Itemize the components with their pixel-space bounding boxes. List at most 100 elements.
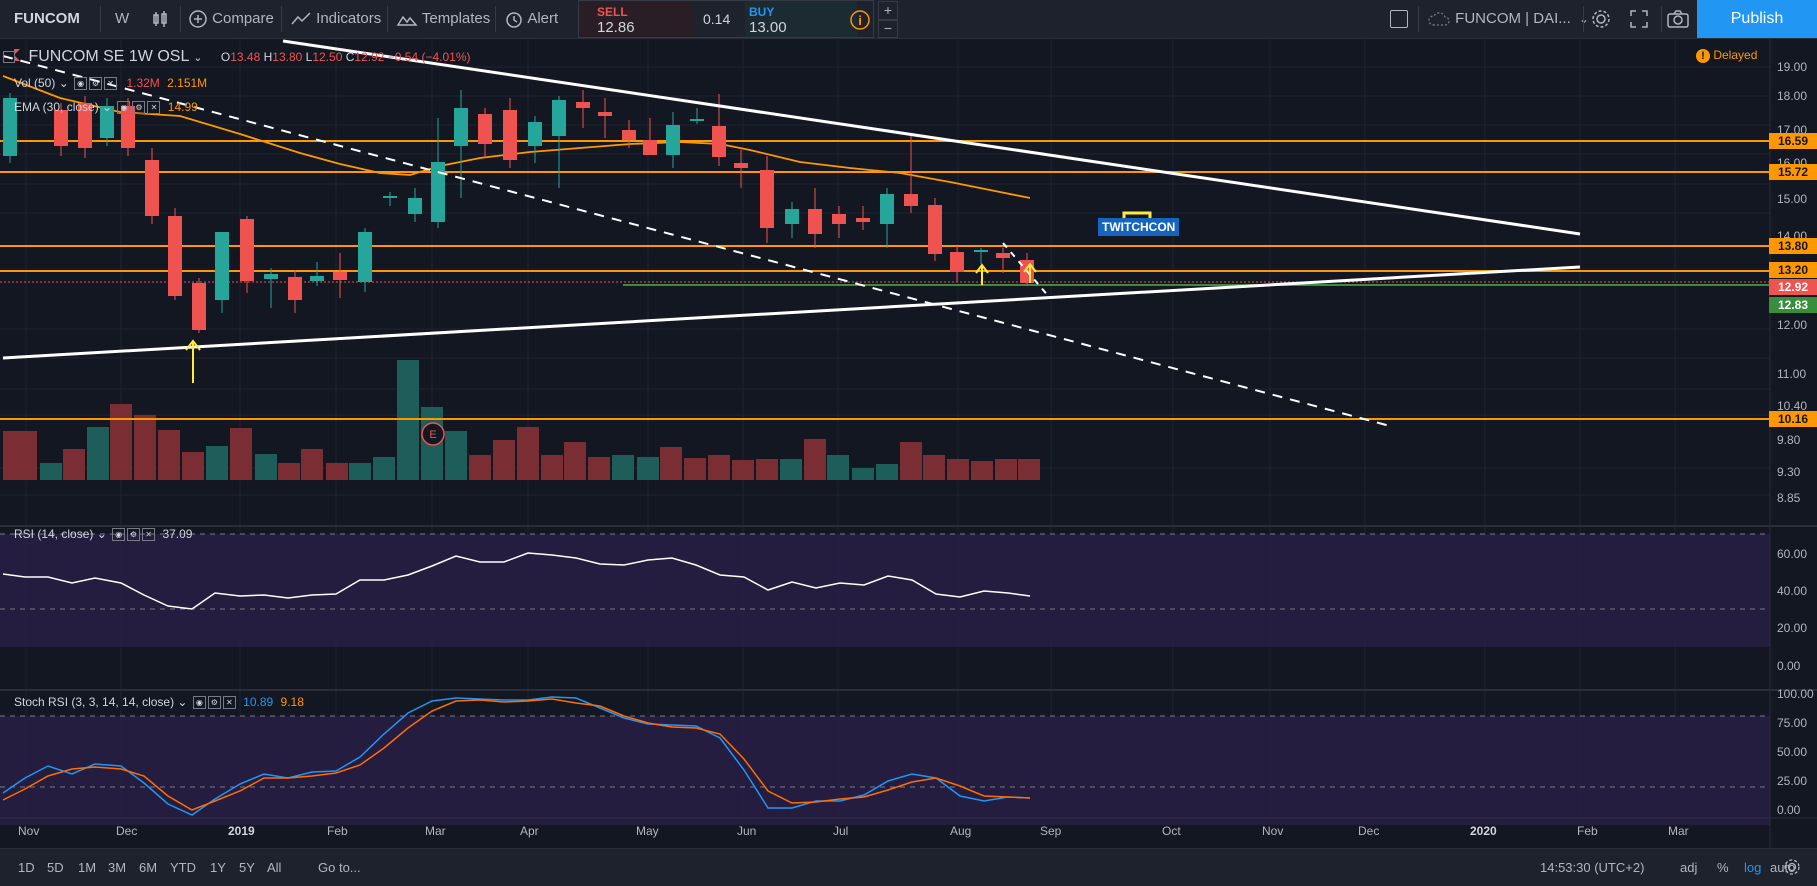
info-icon[interactable]: i	[849, 9, 871, 36]
volume-bar	[923, 455, 945, 480]
range-button-5y[interactable]: 5Y	[239, 860, 255, 875]
legend-title[interactable]: FUNCOM SE 1W OSL	[28, 48, 189, 65]
publish-button[interactable]: Publish	[1697, 0, 1817, 38]
delayed-badge[interactable]: ! Delayed	[1696, 48, 1757, 63]
indicators-icon	[291, 12, 311, 25]
range-button-6m[interactable]: 6M	[139, 860, 158, 875]
price-tick-label: 10.40	[1777, 399, 1808, 413]
candles	[3, 90, 1034, 333]
flag-icon	[14, 49, 20, 61]
time-tick-label: Mar	[1668, 824, 1689, 838]
compare-button[interactable]: Compare	[188, 0, 274, 38]
rsi-tick-label: 0.00	[1777, 659, 1801, 673]
chevron-down-icon: ⌄	[58, 76, 69, 90]
close-icon[interactable]: ✕	[147, 101, 161, 115]
camera-icon[interactable]	[1666, 8, 1690, 35]
price-tick-label: 15.00	[1777, 192, 1808, 206]
indicators-button[interactable]: Indicators	[290, 0, 381, 38]
price-tick-label: 9.80	[1777, 433, 1801, 447]
candle-body	[576, 102, 590, 108]
layout-menu[interactable]: FUNCOM | DAI... ⌄	[1427, 0, 1589, 38]
log-toggle[interactable]: log	[1744, 860, 1762, 875]
range-button-1y[interactable]: 1Y	[210, 860, 226, 875]
range-button-1m[interactable]: 1M	[78, 860, 97, 875]
trendlines	[2, 39, 1581, 427]
price-badge: 13.80	[1769, 238, 1817, 254]
range-button-5d[interactable]: 5D	[47, 860, 64, 875]
alert-label: Alert	[527, 10, 559, 27]
collapse-legend-icon[interactable]	[3, 51, 15, 63]
eye-icon[interactable]: ◉	[74, 77, 88, 91]
volume-bar	[732, 460, 754, 480]
adj-toggle[interactable]: adj	[1680, 860, 1698, 875]
candle-body	[288, 277, 302, 300]
close-icon[interactable]: ✕	[104, 77, 118, 91]
fullscreen-icon[interactable]	[1628, 8, 1650, 35]
gear-icon[interactable]	[1590, 8, 1612, 35]
zoom-out-button[interactable]: −	[878, 20, 898, 38]
twitchcon-label[interactable]: TWITCHCON	[1098, 218, 1180, 236]
candle-body	[333, 272, 347, 280]
time-tick-label: 2020	[1470, 824, 1497, 838]
price-tick-label: 18.00	[1777, 89, 1808, 103]
time-tick-label: Jul	[833, 824, 849, 838]
candle-body	[552, 100, 566, 136]
stoch-label[interactable]: Stoch RSI (3, 3, 14, 14, close)	[14, 695, 175, 709]
settings-icon[interactable]	[1782, 857, 1802, 882]
buy-button[interactable]: BUY 13.00	[745, 1, 857, 37]
candle-body	[996, 253, 1010, 258]
zoom-in-button[interactable]: +	[878, 1, 898, 20]
rsi-legend: RSI (14, close) ⌄ ◉ ⚙ ✕ 37.09	[14, 527, 192, 542]
chart-style-button[interactable]	[150, 0, 170, 38]
candle-body	[785, 209, 799, 224]
settings-icon[interactable]: ⚙	[127, 528, 141, 542]
candle-body	[264, 274, 278, 279]
templates-button[interactable]: Templates	[396, 0, 490, 38]
time-tick-label: Nov	[18, 824, 40, 838]
eye-icon[interactable]: ◉	[192, 696, 206, 710]
ema-label[interactable]: EMA (30, close)	[14, 100, 99, 114]
arrow-up-icon	[185, 339, 201, 383]
chart-canvas[interactable]: E	[0, 38, 1817, 848]
candle-body	[310, 276, 324, 281]
volume-bar	[827, 455, 849, 480]
eye-icon[interactable]: ◉	[112, 528, 126, 542]
candle-body	[215, 232, 229, 300]
auto-toggle[interactable]: auto	[1770, 860, 1796, 875]
arrow-up-icon	[1023, 262, 1037, 283]
volume-bar	[637, 457, 659, 480]
eye-icon[interactable]: ◉	[117, 101, 131, 115]
settings-icon[interactable]: ⚙	[132, 101, 146, 115]
templates-label: Templates	[421, 10, 491, 27]
fullscreen-square-icon[interactable]	[1390, 10, 1408, 28]
symbol-search[interactable]: FUNCOM	[14, 10, 80, 27]
horizontal-levels	[0, 140, 1770, 420]
range-button-1d[interactable]: 1D	[18, 860, 35, 875]
volume-bar	[301, 449, 323, 480]
percent-toggle[interactable]: %	[1717, 860, 1729, 875]
candle-body	[904, 194, 918, 206]
volume-label[interactable]: Vol (50)	[14, 76, 56, 90]
close-icon[interactable]: ✕	[222, 696, 236, 710]
buy-label: BUY	[749, 5, 775, 19]
spread-value: 0.14	[703, 11, 731, 27]
clock-time[interactable]: 14:53:30 (UTC+2)	[1540, 860, 1645, 875]
settings-icon[interactable]: ⚙	[89, 77, 103, 91]
rsi-label[interactable]: RSI (14, close)	[14, 527, 94, 541]
range-button-ytd[interactable]: YTD	[170, 860, 196, 875]
time-tick-label: 2019	[228, 824, 255, 838]
price-tick-label: 8.85	[1777, 491, 1801, 505]
range-button-3m[interactable]: 3M	[108, 860, 127, 875]
stoch-k-value: 10.89	[243, 695, 274, 709]
candle-body	[643, 140, 657, 155]
divider	[281, 6, 282, 32]
interval-button[interactable]: W	[115, 10, 130, 27]
close-icon[interactable]: ✕	[142, 528, 156, 542]
compare-label: Compare	[212, 10, 274, 27]
volume-bar	[588, 457, 610, 480]
goto-button[interactable]: Go to...	[318, 860, 361, 875]
alert-button[interactable]: Alert	[504, 0, 558, 38]
sell-button[interactable]: SELL 12.86	[579, 1, 694, 37]
range-button-all[interactable]: All	[267, 860, 282, 875]
settings-icon[interactable]: ⚙	[207, 696, 221, 710]
